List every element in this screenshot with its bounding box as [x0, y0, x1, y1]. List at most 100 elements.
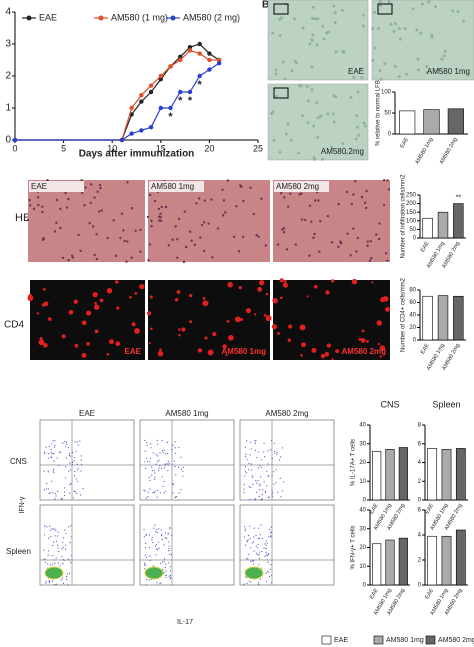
event — [278, 459, 281, 461]
tissue-dot — [393, 64, 397, 68]
event — [280, 496, 282, 498]
event — [51, 563, 54, 565]
cell — [73, 299, 78, 304]
event — [76, 469, 78, 471]
event — [271, 474, 273, 476]
event — [265, 572, 267, 574]
y-tick-label: 30 — [359, 441, 366, 447]
event — [167, 464, 169, 466]
he-image — [148, 180, 270, 262]
legend-swatch — [373, 635, 384, 645]
event — [257, 480, 259, 482]
nucleus — [260, 197, 263, 200]
event — [61, 498, 64, 500]
event — [65, 446, 67, 448]
event — [243, 488, 245, 490]
tissue-dot — [311, 33, 315, 37]
cell — [376, 320, 382, 326]
event — [161, 468, 163, 470]
event — [164, 490, 166, 492]
event — [145, 556, 148, 559]
y-tick-label: 20 — [409, 325, 416, 331]
nucleus — [67, 197, 70, 201]
nucleus — [355, 250, 358, 253]
tissue-dot — [326, 112, 330, 116]
tissue-dot — [420, 2, 424, 6]
event — [145, 534, 147, 536]
nucleus — [164, 205, 168, 209]
nucleus — [282, 227, 286, 230]
event — [273, 483, 275, 485]
tissue-dot — [281, 60, 285, 64]
cell — [379, 345, 386, 351]
nucleus — [139, 228, 142, 232]
event — [266, 559, 268, 561]
event — [82, 488, 84, 490]
legend-label: AM580 1mg — [386, 637, 424, 644]
event — [279, 456, 282, 458]
cell — [94, 302, 97, 305]
cell — [331, 358, 334, 361]
event — [246, 459, 248, 461]
event — [155, 554, 157, 556]
event — [178, 446, 180, 449]
image-label: EAE — [31, 182, 47, 191]
event — [169, 574, 171, 576]
event — [72, 451, 74, 454]
event — [162, 451, 164, 453]
event — [166, 537, 168, 539]
tissue-dot — [321, 157, 325, 161]
event — [271, 574, 273, 577]
event — [48, 580, 50, 583]
event — [46, 526, 48, 528]
nucleus — [149, 193, 152, 197]
marker — [178, 57, 183, 63]
event — [43, 470, 45, 472]
nucleus — [80, 191, 84, 195]
event — [265, 544, 267, 546]
event — [153, 527, 155, 529]
cell — [134, 292, 138, 295]
event — [54, 444, 56, 447]
event — [151, 466, 153, 468]
event — [146, 444, 148, 446]
event — [148, 579, 150, 581]
event — [63, 559, 65, 561]
tissue-dot — [379, 77, 383, 81]
event — [149, 488, 151, 490]
event — [251, 476, 254, 478]
y-axis-label: % IL-17A+ T cells — [351, 439, 357, 486]
event — [252, 563, 255, 565]
annotation: * — [168, 111, 173, 123]
cell — [181, 327, 186, 332]
tissue-dot — [334, 50, 338, 54]
event — [68, 454, 71, 456]
tissue-dot — [330, 145, 334, 149]
tissue-dot — [333, 20, 337, 24]
event — [45, 561, 47, 564]
legend-marker — [26, 15, 32, 21]
marker — [129, 105, 134, 111]
image-label: AM580 1mg — [151, 182, 194, 191]
cell — [178, 328, 181, 331]
event — [178, 466, 180, 468]
nucleus — [318, 250, 321, 253]
image-label: AM580 1mg — [222, 347, 267, 356]
annotation: * — [188, 95, 193, 107]
event — [272, 492, 274, 494]
event — [169, 554, 171, 556]
cell — [228, 334, 234, 341]
event — [270, 439, 272, 441]
nucleus — [221, 188, 224, 191]
tissue-dot — [360, 76, 364, 80]
event — [61, 548, 63, 550]
legend-label: AM580 (1 mg) — [111, 12, 168, 22]
cell — [377, 342, 381, 346]
event — [146, 441, 148, 444]
label-bg — [29, 181, 84, 192]
x-tick-label: AM580 2mg — [439, 137, 459, 166]
nucleus — [252, 212, 256, 216]
event — [58, 451, 60, 453]
event — [64, 529, 66, 531]
nucleus — [313, 232, 316, 236]
